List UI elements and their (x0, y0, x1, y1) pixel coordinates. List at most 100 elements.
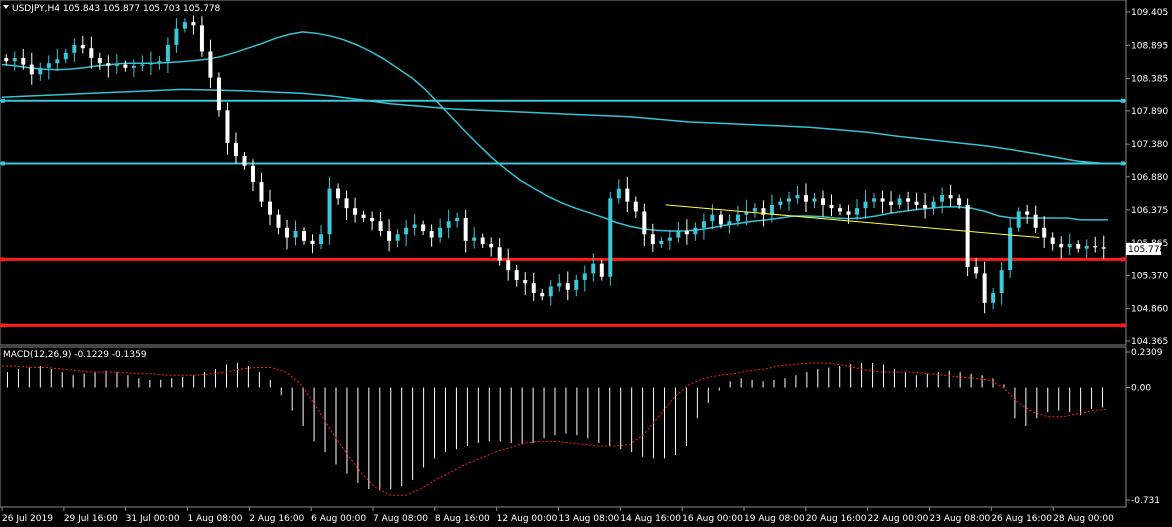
candle (489, 237, 494, 257)
candle (1016, 207, 1021, 232)
candle-body (285, 227, 290, 238)
candle-body (659, 240, 664, 245)
candle-body (293, 231, 298, 238)
candle-body (276, 214, 281, 228)
candle (1025, 204, 1030, 224)
candle-body (259, 182, 264, 202)
candle (650, 223, 655, 252)
candle (820, 190, 825, 217)
horizontal-levels[interactable] (0, 98, 1126, 328)
candle-body (957, 198, 962, 205)
time-tick-label: 19 Aug 08:00 (744, 514, 805, 524)
candle (455, 212, 460, 228)
candle (676, 221, 681, 243)
candle (795, 185, 800, 204)
candle-body (455, 217, 460, 222)
candle-body (106, 63, 111, 66)
trendline[interactable] (665, 204, 1040, 239)
candle (710, 204, 715, 230)
level-handle-left[interactable] (1, 257, 5, 262)
candle-body (344, 198, 349, 209)
candle-body (336, 188, 341, 199)
time-tick-label: 7 Aug 08:00 (373, 514, 428, 524)
level-handle-left[interactable] (1, 98, 5, 103)
dropdown-triangle-icon[interactable] (3, 5, 9, 9)
time-tick-label: 14 Aug 16:00 (620, 514, 681, 524)
candle-body (676, 231, 681, 238)
candle-body (361, 214, 366, 218)
level-handle-right[interactable] (1121, 323, 1125, 328)
candle (1033, 205, 1038, 233)
candle (302, 227, 307, 245)
candle-body (761, 208, 766, 215)
candle-body (872, 198, 877, 202)
candle-body (531, 283, 536, 294)
candle-body (693, 227, 698, 235)
candle (735, 205, 740, 227)
candle (991, 287, 996, 310)
candle (514, 264, 519, 287)
candle-body (1101, 247, 1106, 249)
trendline-segment[interactable] (665, 204, 1040, 239)
candle-body (931, 201, 936, 209)
candle-body (1008, 227, 1013, 271)
candle (191, 15, 196, 35)
candle-body (769, 204, 774, 215)
candle (174, 18, 179, 53)
candle (310, 234, 315, 254)
candle (718, 210, 723, 229)
candle (387, 219, 392, 252)
candle-body (540, 293, 545, 297)
candle-body (1042, 227, 1047, 238)
candle-body (404, 227, 409, 235)
level-handle-left[interactable] (1, 323, 5, 328)
level-handle-left[interactable] (1, 161, 5, 166)
price-panel-frame (0, 0, 1127, 346)
time-tick-label: 20 Aug 16:00 (806, 514, 867, 524)
candle-body (838, 208, 843, 212)
candle-body (412, 224, 417, 228)
candle-body (965, 204, 970, 267)
candle (378, 212, 383, 237)
current-price-tag: 105.778 (1126, 243, 1165, 255)
candle-body (948, 195, 953, 199)
candle-body (625, 188, 630, 202)
level-handle-right[interactable] (1121, 257, 1125, 262)
macd-panel-frame (0, 346, 1127, 508)
candle-body (557, 283, 562, 287)
candle-body (1033, 214, 1038, 228)
candle (948, 184, 953, 207)
candle-body (72, 44, 77, 53)
candle-body (123, 64, 128, 68)
chart-title: USDJPY,H4 105.843 105.877 105.703 105.77… (12, 4, 221, 14)
time-tick-label: 26 Aug 16:00 (991, 514, 1052, 524)
price-tick-label: 107.890 (1131, 107, 1168, 117)
candle (599, 259, 604, 281)
candle (89, 36, 94, 69)
level-handle-right[interactable] (1121, 98, 1125, 103)
candle (80, 35, 85, 54)
price-tick-label: 104.365 (1131, 337, 1168, 347)
candle (182, 18, 187, 33)
candle-body (38, 67, 43, 75)
macd-signal-path (2, 362, 1109, 496)
candle-body (421, 224, 426, 232)
price-tick-label: 106.375 (1131, 206, 1168, 216)
candle (974, 257, 979, 279)
candle (463, 210, 468, 253)
candle (591, 253, 596, 282)
candle-body (940, 195, 945, 202)
candle (225, 102, 230, 155)
candle (752, 202, 757, 218)
candle-body (174, 28, 179, 45)
candle-body (778, 201, 783, 205)
candle (684, 219, 689, 245)
candle (336, 183, 341, 205)
candle (216, 72, 221, 117)
candle-body (29, 64, 34, 75)
level-handle-right[interactable] (1121, 161, 1125, 166)
candle-body (480, 237, 485, 245)
price-tick-label: 104.860 (1131, 305, 1168, 315)
candle (370, 211, 375, 231)
